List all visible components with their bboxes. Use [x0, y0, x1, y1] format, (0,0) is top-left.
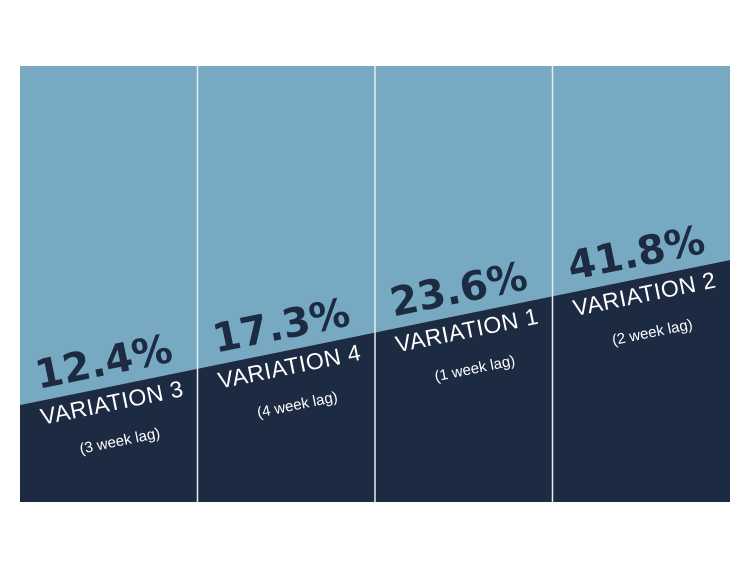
divider-layer [196, 66, 554, 502]
